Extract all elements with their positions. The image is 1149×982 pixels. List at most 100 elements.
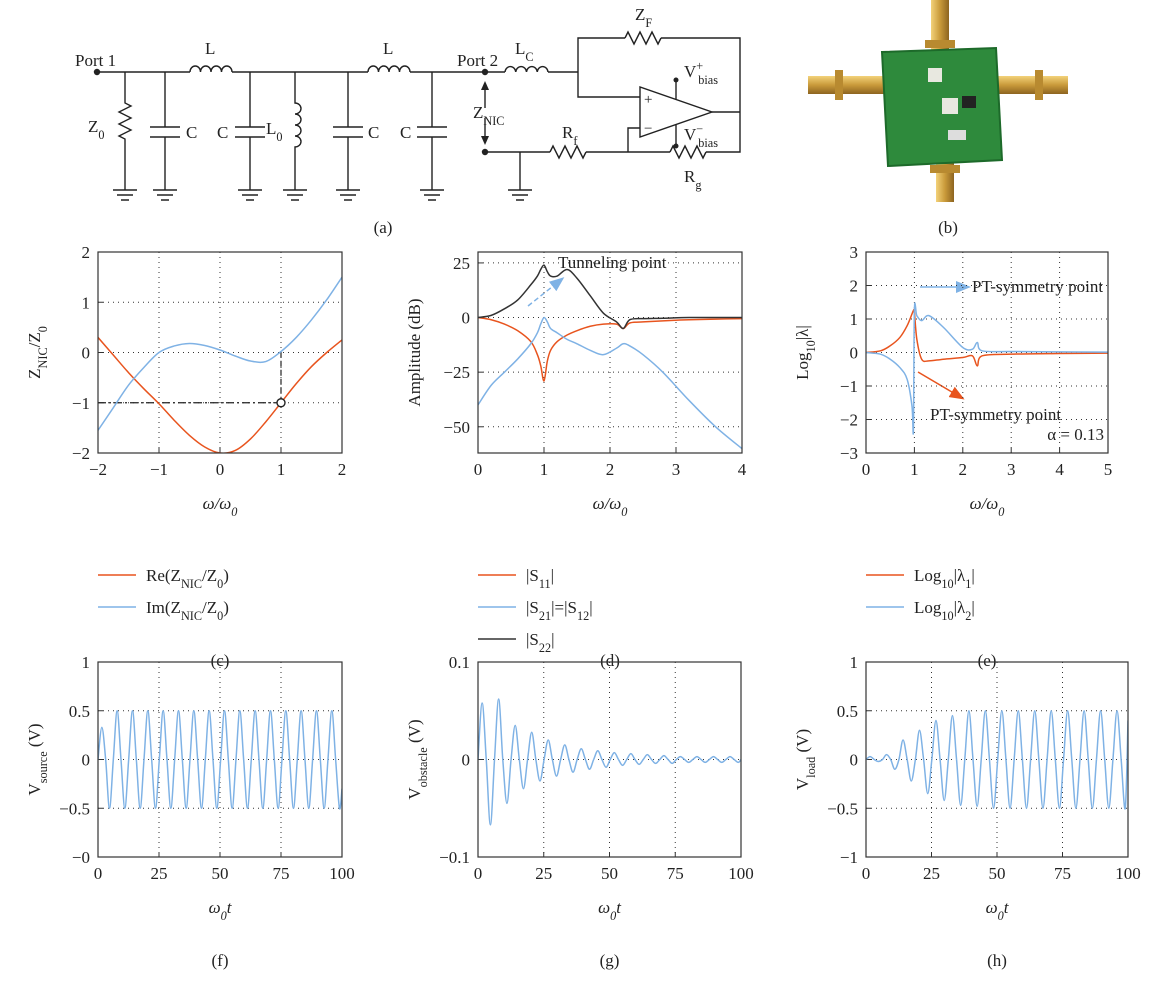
port-dot [481, 68, 489, 76]
x-tick-label: 2 [606, 460, 615, 479]
connector [835, 70, 843, 100]
circuit-label: V+ bias [684, 59, 718, 87]
highlight-point [276, 398, 286, 408]
y-tick-label: −0.5 [827, 799, 858, 818]
plot-frame [477, 661, 742, 858]
series-line [478, 264, 742, 330]
x-tick-label: 0 [216, 460, 225, 479]
y-tick-label: −1 [840, 377, 858, 396]
caption: (e) [978, 651, 997, 670]
series-line [478, 316, 742, 382]
component [948, 130, 966, 140]
arrow-head [481, 81, 489, 90]
x-tick-label: 100 [728, 864, 754, 883]
y-tick-label: 0 [850, 751, 859, 770]
plot-frame [97, 251, 343, 454]
y-tick-label: 1 [82, 293, 91, 312]
y-tick-label: 0.5 [837, 702, 858, 721]
series-line [866, 308, 1108, 367]
circuit: Port 1 Port 2 L L LC Z0 C C L0 C C ZNIC … [75, 5, 741, 237]
caption: (f) [212, 951, 229, 970]
x-tick-label: 75 [1054, 864, 1071, 883]
bias-dot [673, 143, 679, 149]
x-tick-label: 50 [212, 864, 229, 883]
series-line [866, 302, 1108, 435]
connector [808, 76, 888, 94]
capacitor [150, 72, 447, 190]
wire [97, 37, 741, 190]
x-tick-label: 75 [273, 864, 290, 883]
circuit-label: C [368, 123, 379, 142]
y-tick-label: 0 [82, 751, 91, 770]
x-tick-label: 25 [535, 864, 552, 883]
x-tick-label: 3 [672, 460, 681, 479]
component [942, 98, 958, 114]
x-tick-label: 3 [1007, 460, 1016, 479]
x-tick-label: 1 [910, 460, 919, 479]
x-tick-label: 1 [540, 460, 549, 479]
chart-panel: −2 −1 0 1 2 2 1 0 −1 −2 ω/ω0 ZNIC/Z0 Re(ZNIC/Z0) Im(Z… [25, 243, 346, 670]
y-tick-label: 0 [462, 751, 471, 770]
x-tick-label: 0 [94, 864, 103, 883]
y-tick-label: −1 [840, 848, 858, 867]
circuit-label: ZF [635, 5, 652, 30]
connector [1035, 70, 1043, 100]
y-axis-label: Vload (V) [793, 729, 818, 790]
port-dot [93, 68, 101, 76]
bias-dot [673, 77, 679, 83]
y-tick-label: 0 [82, 344, 91, 363]
y-tick-label: −2 [72, 444, 90, 463]
circuit-label: Rg [684, 167, 701, 192]
annotation-arrow [917, 371, 965, 400]
legend-label: |S11| [526, 566, 554, 591]
resistor [117, 30, 707, 190]
circuit-label: LC [515, 39, 534, 64]
x-tick-label: 100 [329, 864, 355, 883]
x-tick-label: 25 [923, 864, 940, 883]
chart-panel: 0 1 2 3 4 5 3 2 1 0 −1 −2 −3 PT-symmetry point PT-symm… [793, 243, 1112, 670]
annotation: α = 0.13 [1047, 425, 1104, 444]
x-axis-label: ω0t [598, 898, 622, 923]
x-tick-label: 4 [738, 460, 747, 479]
legend-label: |S21|=|S12| [526, 598, 593, 623]
caption: (a) [374, 218, 393, 237]
series-line [866, 709, 1128, 810]
annotation: PT-symmetry point [930, 405, 1061, 424]
circuit-label: Z0 [88, 117, 105, 142]
legend-label: Log10|λ2| [914, 598, 975, 623]
circuit-label: L [383, 39, 393, 58]
circuit-label: C [400, 123, 411, 142]
y-tick-label: −0.1 [439, 848, 470, 867]
series-line [478, 316, 742, 450]
y-tick-label: 2 [850, 277, 859, 296]
chip [962, 96, 976, 108]
y-tick-label: 2 [82, 243, 91, 262]
circuit-label: C [186, 123, 197, 142]
annotation: Tunneling point [558, 253, 667, 272]
circuit-label: C [217, 123, 228, 142]
x-tick-label: 50 [601, 864, 618, 883]
plot-frame [97, 661, 343, 858]
y-axis-label: Vobstacle (V) [405, 719, 430, 799]
legend-label: |S22| [526, 630, 555, 655]
circuit-label: ZNIC [473, 103, 504, 128]
circuit-label: Port 2 [457, 51, 498, 70]
x-axis-label: ω/ω0 [203, 494, 238, 519]
y-tick-label: 0 [462, 309, 471, 328]
x-tick-label: 75 [667, 864, 684, 883]
inductor [189, 65, 549, 73]
x-tick-label: 25 [151, 864, 168, 883]
legend-label: Re(ZNIC/Z0) [146, 566, 229, 591]
series-line [98, 709, 342, 810]
y-tick-label: 0.5 [69, 702, 90, 721]
board-photo: (b) [808, 0, 1068, 237]
x-tick-label: 0 [862, 460, 871, 479]
y-tick-label: 3 [850, 243, 859, 262]
x-axis-label: ω0t [209, 898, 233, 923]
series-group [866, 302, 1108, 435]
op-amp [639, 86, 715, 138]
y-axis-label: Amplitude (dB) [405, 298, 424, 406]
connector [925, 40, 955, 48]
